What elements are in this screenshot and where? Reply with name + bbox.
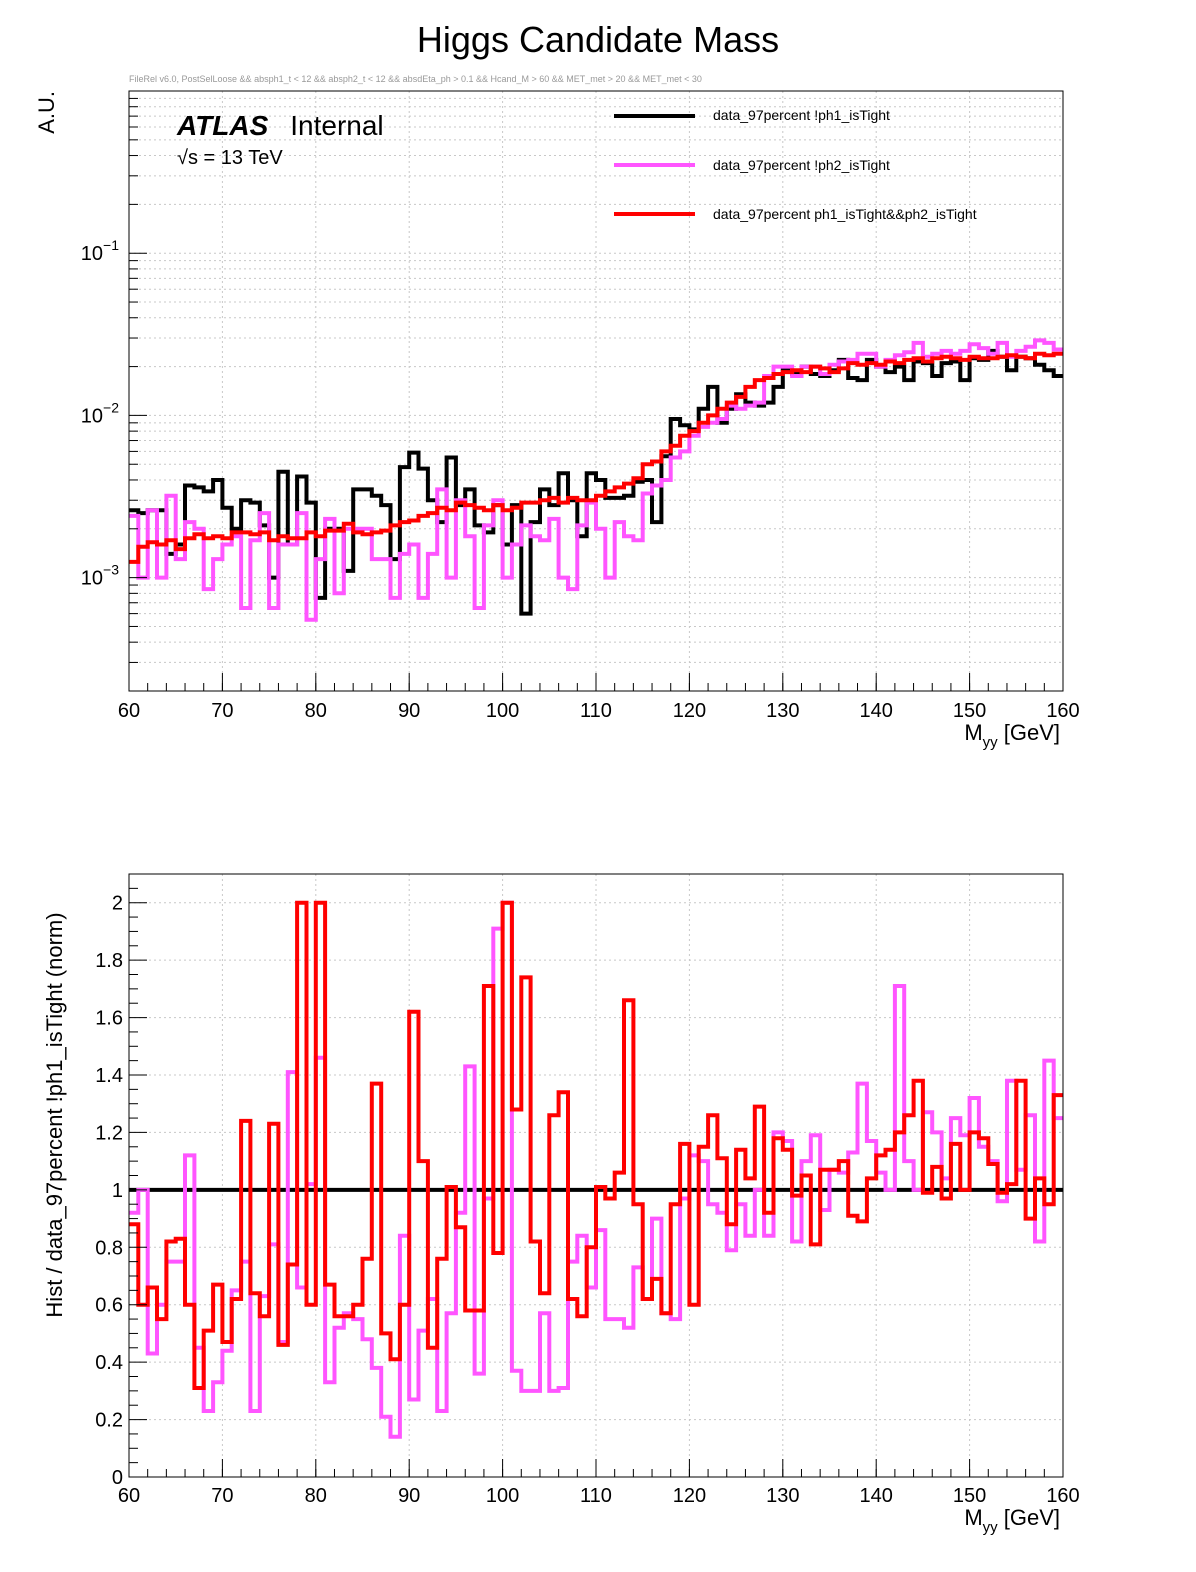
top-x-tick-label: 130 <box>766 700 799 722</box>
top-y-axis-label: A.U. <box>34 91 59 134</box>
bottom-x-tick-label: 140 <box>860 1485 893 1507</box>
energy-label: √s = 13 TeV <box>177 147 283 169</box>
bottom-y-tick-label: 0.4 <box>95 1352 123 1374</box>
bottom-x-tick-label: 160 <box>1046 1485 1079 1507</box>
top-x-tick-label: 140 <box>860 700 893 722</box>
bottom-y-tick-label: 0.6 <box>95 1295 123 1317</box>
page-title: Higgs Candidate Mass <box>417 19 779 60</box>
bottom-panel: 60 70 80 90 100 110 120 130 140 150 160 0 0.2 0.4 0.6 0… <box>42 873 1080 1536</box>
top-y-tick-label: 10−2 <box>81 399 119 427</box>
bottom-x-tick-label: 100 <box>486 1485 519 1507</box>
bottom-y-tick-label: 1 <box>112 1180 123 1202</box>
bottom-x-tick-label: 150 <box>953 1485 986 1507</box>
top-x-tick-label: 160 <box>1046 700 1079 722</box>
legend-entry-red: data_97percent ph1_isTight&&ph2_isTight <box>713 206 977 222</box>
legend-entry-black: data_97percent !ph1_isTight <box>713 107 890 123</box>
bottom-y-tick-label: 1.8 <box>95 950 123 972</box>
top-grid <box>129 91 1063 692</box>
bottom-x-axis-label-main: M <box>964 1505 982 1530</box>
bottom-x-tick-label: 90 <box>398 1485 420 1507</box>
bottom-x-tick-label: 120 <box>673 1485 706 1507</box>
top-x-tick-label: 60 <box>118 700 140 722</box>
top-x-tick-label: 90 <box>398 700 420 722</box>
top-x-axis-label-sub: yy <box>983 734 999 751</box>
top-x-tick-label: 110 <box>580 700 612 722</box>
top-x-axis-label-main: M <box>964 720 982 745</box>
top-series <box>129 338 1063 622</box>
bottom-x-tick-label: 130 <box>766 1485 799 1507</box>
top-x-tick-label: 120 <box>673 700 706 722</box>
bottom-y-tick-label: 1.4 <box>95 1065 123 1087</box>
top-x-axis-label: Myy [GeV] <box>964 720 1060 751</box>
bottom-x-axis-label-unit: [GeV] <box>998 1505 1060 1530</box>
bottom-y-tick-label: 0.2 <box>95 1410 123 1432</box>
top-series-2 <box>129 351 1063 564</box>
bottom-x-tick-label: 110 <box>580 1485 612 1507</box>
bottom-x-tick-label: 80 <box>305 1485 327 1507</box>
atlas-status: Internal <box>290 110 383 141</box>
top-x-tick-label: 80 <box>305 700 327 722</box>
bottom-y-tick-label: 1.2 <box>95 1122 123 1144</box>
top-x-axis-label-unit: [GeV] <box>998 720 1060 745</box>
top-y-tick-label: 10−1 <box>81 237 119 265</box>
top-panel: 60 70 80 90 100 110 120 130 140 150 160 10−3 10−2 10−… <box>34 90 1080 751</box>
bottom-series-1 <box>129 900 1063 1390</box>
bottom-x-tick-label: 60 <box>118 1485 140 1507</box>
top-x-tick-label: 150 <box>953 700 986 722</box>
bottom-x-axis-label-sub: yy <box>983 1519 999 1536</box>
bottom-y-tick-label: 1.6 <box>95 1008 123 1030</box>
top-x-tick-label: 100 <box>486 700 519 722</box>
bottom-series <box>129 900 1063 1439</box>
bottom-y-tick-label: 0.8 <box>95 1237 123 1259</box>
bottom-y-tick-label: 2 <box>112 893 123 915</box>
legend-entry-magenta: data_97percent !ph2_isTight <box>713 157 890 173</box>
atlas-label: ATLAS Internal <box>176 110 384 141</box>
legend: data_97percent !ph1_isTight data_97perce… <box>614 107 977 222</box>
top-series-0 <box>129 348 1063 616</box>
bottom-x-tick-label: 70 <box>211 1485 233 1507</box>
atlas-label-bold: ATLAS <box>176 110 269 141</box>
top-ticks: 60 70 80 90 100 110 120 130 140 150 160 10−3 10−2 10−… <box>81 97 1080 722</box>
bottom-y-tick-label: 0 <box>112 1467 123 1489</box>
bottom-ticks: 60 70 80 90 100 110 120 130 140 150 160 0 0.2 0.4 0.6 0… <box>95 873 1080 1507</box>
top-y-tick-label: 10−3 <box>81 562 119 590</box>
cut-string: FileRel v6.0, PostSelLoose && absph1_t <… <box>129 74 702 84</box>
top-x-tick-label: 70 <box>211 700 233 722</box>
bottom-x-axis-label: Myy [GeV] <box>964 1505 1060 1536</box>
bottom-y-axis-label: Hist / data_97percent !ph1_isTight (norm… <box>42 912 67 1317</box>
top-series-1 <box>129 338 1063 622</box>
